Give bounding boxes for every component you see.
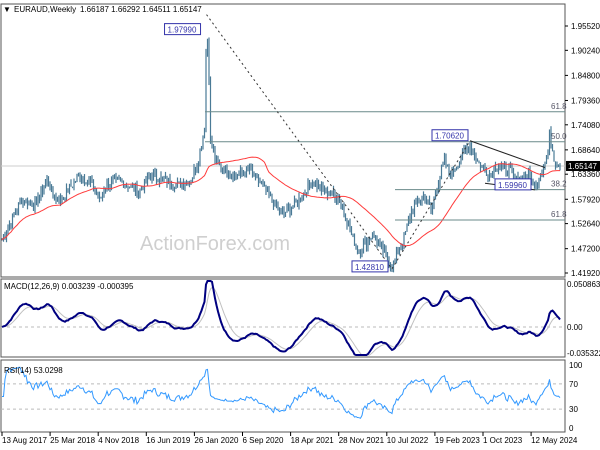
swing-label-box <box>494 178 532 191</box>
y-tick-label: 1.63360 <box>571 170 600 179</box>
y-tick-label: 1.90240 <box>571 46 600 55</box>
macd-signal-line <box>1 287 561 356</box>
swing-label: 1.97990 <box>168 26 197 35</box>
panel-frame <box>0 359 566 433</box>
macd-title: MACD(12,26,9) 0.003239 -0.000395 <box>4 282 134 291</box>
rsi-tick-label: 0 <box>569 424 574 433</box>
fib-level-label: 38.2 <box>551 180 567 189</box>
x-tick-label: 6 Sep 2020 <box>243 436 284 445</box>
swing-label: 1.42810 <box>355 263 384 272</box>
y-tick-label: 1.74080 <box>571 121 600 130</box>
projection-dotted-line <box>391 140 471 270</box>
rsi-tick-label: 70 <box>569 380 578 389</box>
macd-tick-label: -0.035322 <box>567 349 600 358</box>
fib-level-label: 61.8 <box>551 210 567 219</box>
y-tick-label: 1.57920 <box>571 195 600 204</box>
menu-triangle-icon[interactable]: ▼ <box>3 5 11 14</box>
x-tick-label: 10 Jul 2022 <box>387 436 429 445</box>
y-tick-label: 1.52640 <box>571 220 600 229</box>
ohlc-readout: 1.66187 1.66292 1.64511 1.65147 <box>80 5 202 14</box>
watermark: ActionForex.com <box>140 233 290 255</box>
macd-tick-label: 0.050863 <box>567 280 600 289</box>
chart-title: EURAUD,Weekly <box>14 5 76 14</box>
y-tick-label: 1.79360 <box>571 96 600 105</box>
x-tick-label: 18 Apr 2021 <box>291 436 335 445</box>
macd-tick-label: 0.00 <box>567 323 583 332</box>
x-tick-label: 26 Jan 2020 <box>194 436 239 445</box>
panel-frame <box>0 278 566 358</box>
fib-level-label: 61.8 <box>551 102 567 111</box>
fib-level-label: 50.0 <box>551 132 567 141</box>
swing-label: 1.70620 <box>435 132 464 141</box>
moving-average-line <box>1 156 561 247</box>
swing-label-box <box>351 260 389 273</box>
x-tick-label: 1 Oct 2023 <box>483 436 523 445</box>
panel-frame <box>0 3 566 278</box>
y-tick-label: 1.47200 <box>571 245 600 254</box>
y-tick-label: 1.41920 <box>571 269 600 278</box>
x-tick-label: 16 Jun 2019 <box>146 436 191 445</box>
rsi-line <box>2 366 561 419</box>
x-tick-label: 25 Mar 2018 <box>50 436 95 445</box>
rsi-title: RSI(14) 53.0298 <box>4 366 63 375</box>
swing-label-box <box>164 23 202 36</box>
current-price-label: 1.65147 <box>568 162 597 171</box>
x-tick-label: 13 Aug 2017 <box>2 436 47 445</box>
trendline-upper <box>469 140 546 169</box>
x-tick-label: 12 May 2024 <box>531 436 578 445</box>
x-tick-label: 19 Feb 2023 <box>435 436 480 445</box>
y-tick-label: 1.95520 <box>571 22 600 31</box>
macd-line <box>1 280 561 356</box>
current-price-badge <box>566 160 600 171</box>
y-tick-label: 1.68640 <box>571 146 600 155</box>
swing-label-box <box>431 129 469 142</box>
y-tick-label: 1.84800 <box>571 71 600 80</box>
x-tick-label: 28 Nov 2021 <box>339 436 385 445</box>
rsi-tick-label: 100 <box>569 361 583 370</box>
swing-label: 1.59960 <box>498 181 527 190</box>
x-tick-label: 4 Nov 2018 <box>98 436 139 445</box>
rsi-tick-label: 30 <box>569 405 578 414</box>
